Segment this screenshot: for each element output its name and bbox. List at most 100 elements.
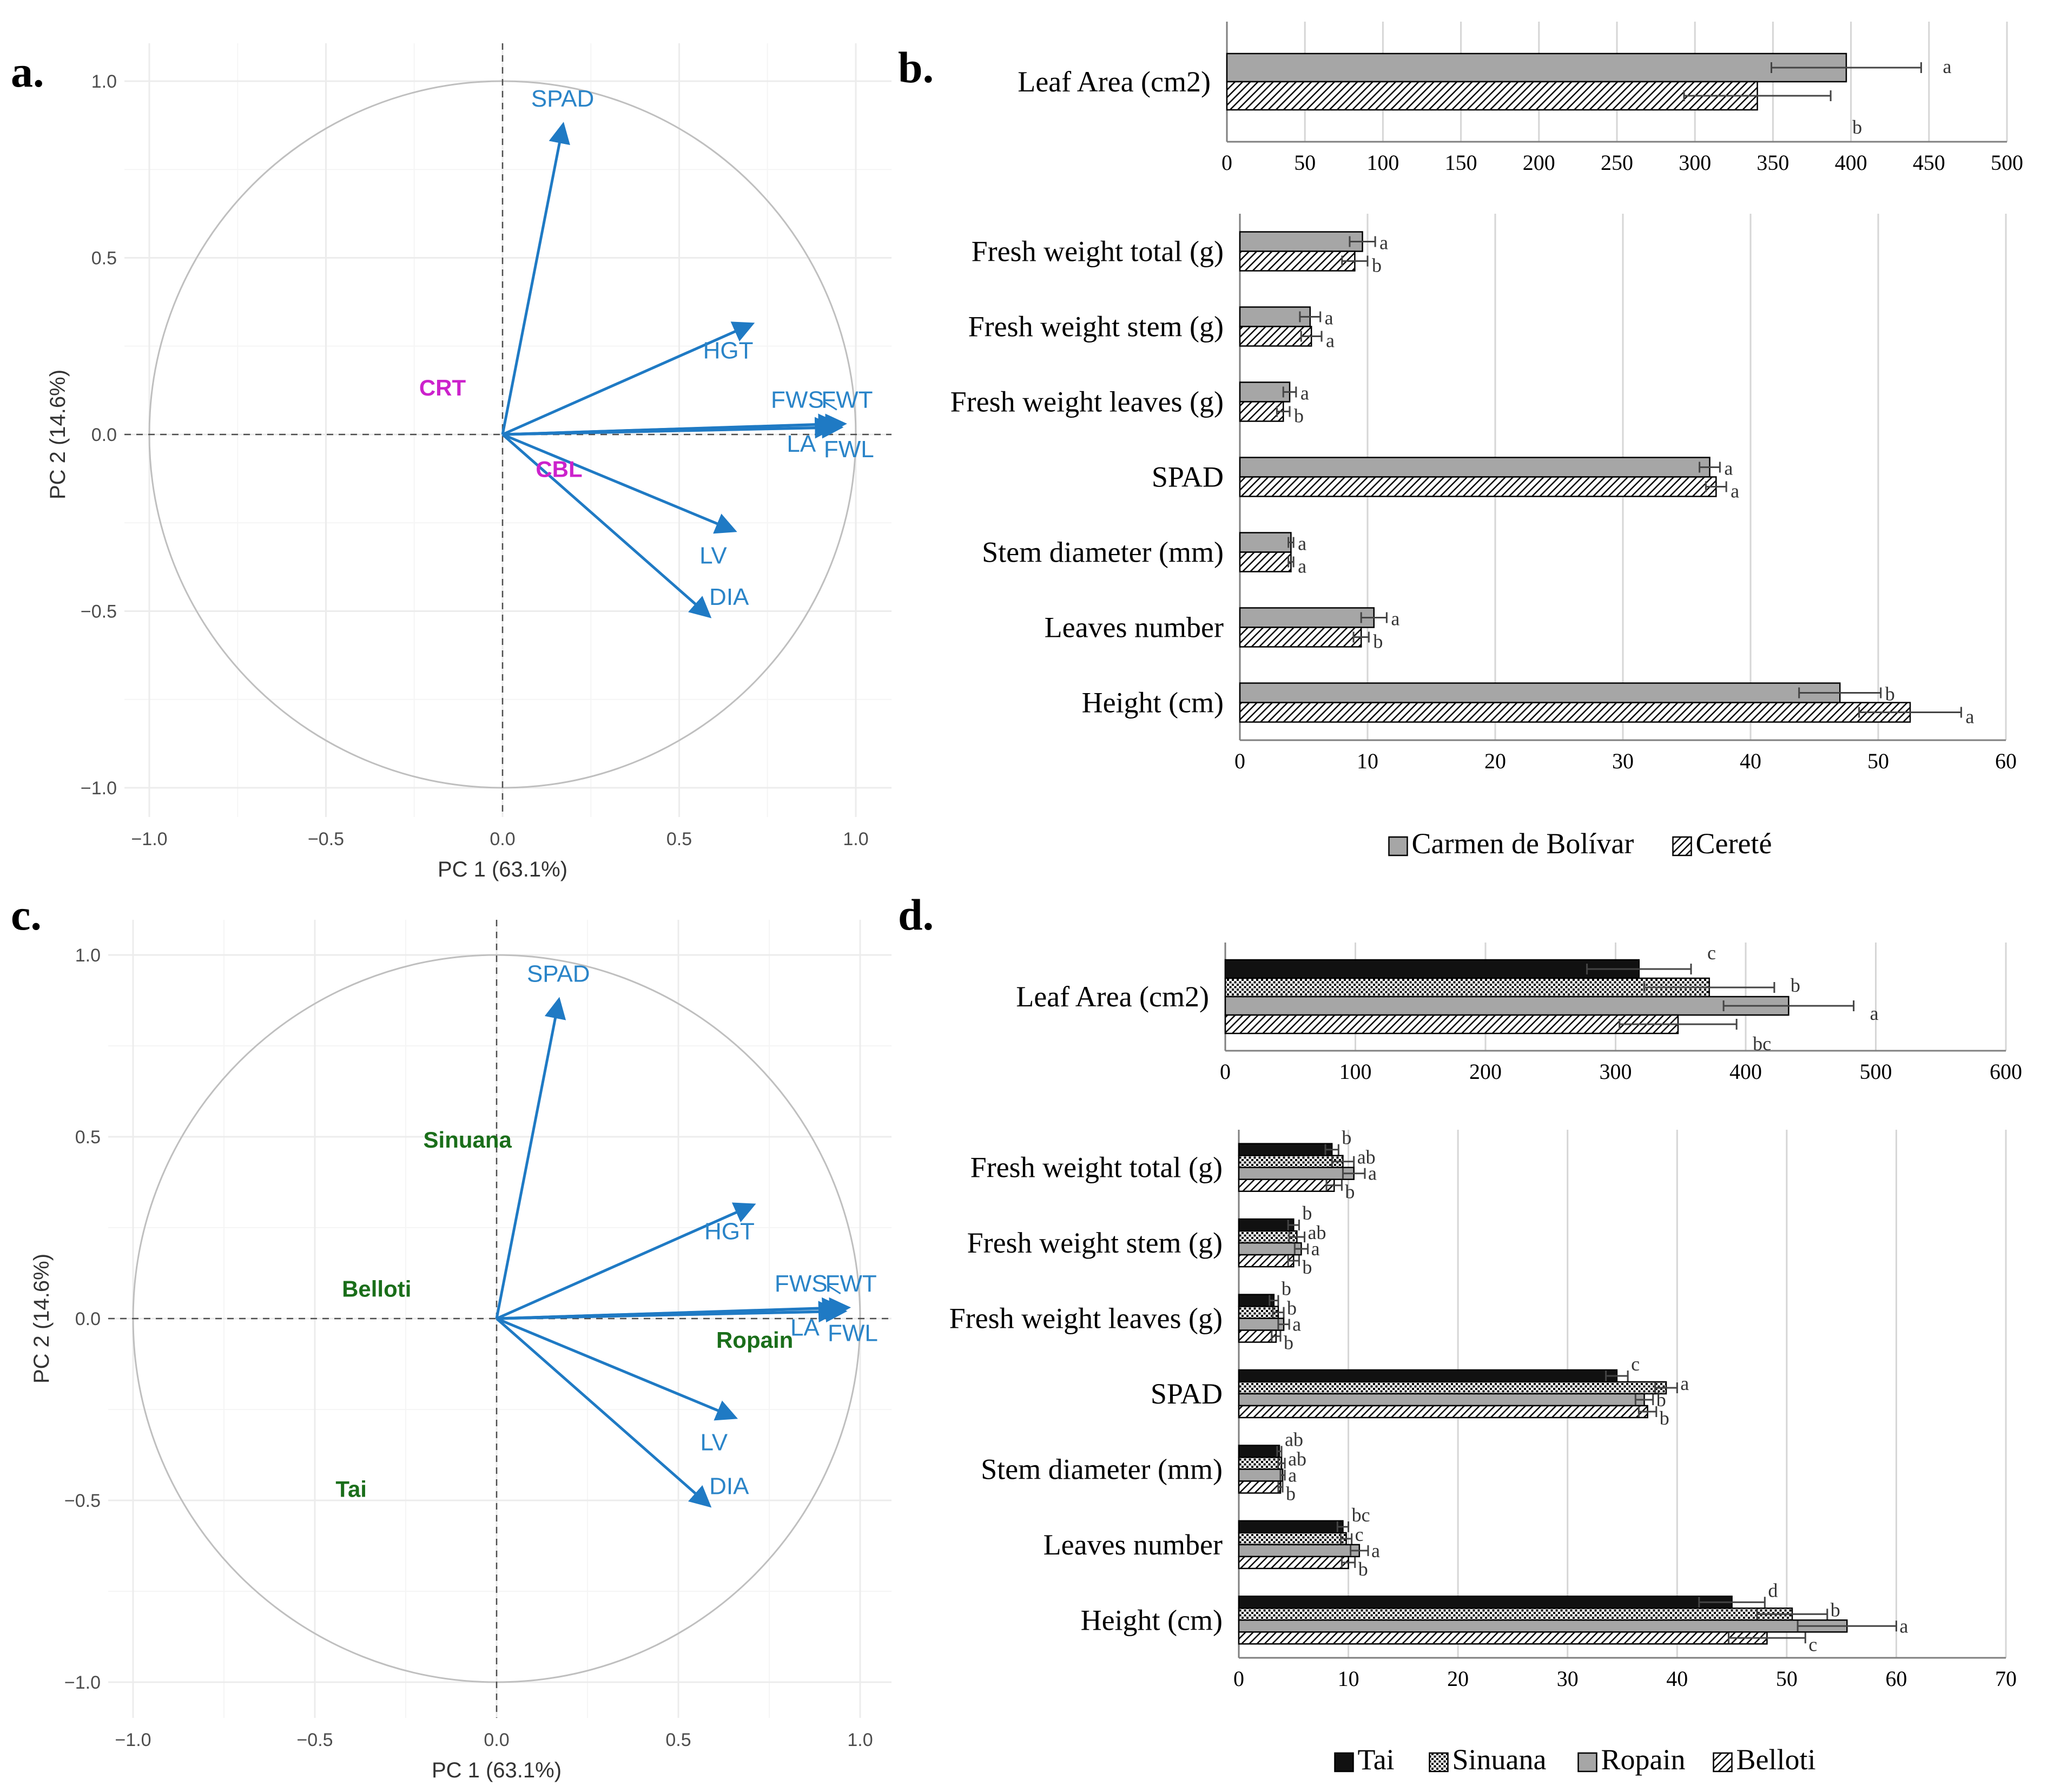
- significance-letter: b: [1302, 1202, 1312, 1224]
- x-tick-label: 50: [1776, 1666, 1798, 1691]
- bar-carmen-de-bol-var: [1239, 682, 1841, 703]
- loading-arrow-lv: [496, 1317, 738, 1421]
- bar-belloti: [1238, 1178, 1335, 1192]
- y-tick-label: 1.0: [75, 945, 101, 966]
- significance-letter: b: [1286, 1483, 1296, 1504]
- category-label: Fresh weight stem (g): [968, 311, 1224, 343]
- bar-ceret-: [1239, 476, 1717, 497]
- group-label-belloti: Belloti: [342, 1276, 411, 1302]
- bar-belloti: [1238, 1480, 1282, 1494]
- bar-ceret-: [1239, 251, 1356, 272]
- significance-letter: b: [1656, 1389, 1666, 1411]
- loading-arrow-fwl: [496, 1301, 848, 1323]
- category-label: Leaves number: [1045, 611, 1224, 644]
- x-tick-label: 250: [1601, 150, 1633, 175]
- significance-letter: a: [1965, 706, 1974, 728]
- y-tick-label: −1.0: [64, 1672, 101, 1693]
- error-bar: [1293, 1243, 1309, 1255]
- x-tick-label: 70: [1995, 1666, 2017, 1691]
- legend-swatch: [1713, 1752, 1733, 1773]
- bar-ceret-: [1239, 627, 1362, 648]
- pca-biplot-locations: −1.0 −0.5 0.0 0.5 1.0 1.0 0.5 0.0 −0.5 −1.0 PC 1 (…: [46, 43, 892, 881]
- error-bar: [1288, 1231, 1306, 1243]
- label-connector: [824, 401, 837, 411]
- error-bar: [1341, 1557, 1356, 1568]
- variable-label-dia: DIA: [709, 584, 749, 610]
- x-tick-label: 300: [1600, 1059, 1632, 1084]
- bar-tai: [1238, 1218, 1295, 1232]
- error-bar: [1272, 1307, 1285, 1318]
- category-label: Fresh weight total (g): [972, 235, 1224, 268]
- bar-ropain: [1238, 1544, 1361, 1558]
- significance-letter: ab: [1285, 1428, 1303, 1450]
- loading-arrow-fwl: [502, 417, 844, 439]
- variable-label-spad: SPAD: [531, 85, 595, 112]
- variable-label-hgt: HGT: [704, 1218, 755, 1245]
- x-tick-label: 200: [1523, 150, 1555, 175]
- variable-label-fws: FWS: [775, 1270, 828, 1297]
- error-bar: [1798, 687, 1882, 699]
- legend-swatch: [1388, 836, 1408, 857]
- bar-ceret-: [1239, 401, 1284, 422]
- significance-letter: a: [1368, 1163, 1377, 1184]
- category-label: SPAD: [1151, 1378, 1223, 1410]
- x-tick-label: 0.5: [666, 829, 692, 849]
- significance-letter: a: [1298, 533, 1306, 555]
- x-tick-label: 50: [1867, 749, 1889, 773]
- significance-letter: a: [1379, 232, 1388, 254]
- variable-label-la: LA: [790, 1315, 820, 1341]
- category-label: Stem diameter (mm): [982, 536, 1224, 569]
- significance-letter: b: [1302, 1256, 1312, 1278]
- x-tick-label: 1.0: [843, 829, 868, 849]
- loading-arrow-dia: [501, 433, 712, 618]
- significance-letter: bc: [1352, 1504, 1370, 1526]
- significance-letter: b: [1660, 1407, 1669, 1429]
- error-bar: [1654, 1382, 1678, 1393]
- significance-letter: a: [1899, 1615, 1908, 1637]
- legend-label: Cereté: [1696, 827, 1772, 860]
- group-label-cbl: CBL: [536, 456, 582, 482]
- significance-letter: b: [1791, 974, 1800, 996]
- x-tick-label: 20: [1447, 1666, 1469, 1691]
- error-bar: [1349, 236, 1376, 247]
- legend-label: Tai: [1358, 1743, 1395, 1776]
- significance-letter: b: [1885, 683, 1895, 705]
- y-tick-label: 0.5: [75, 1127, 101, 1148]
- significance-letter: b: [1345, 1181, 1355, 1203]
- category-label: Fresh weight leaves (g): [950, 386, 1224, 418]
- x-tick-label: −0.5: [296, 1730, 333, 1750]
- variable-label-la: LA: [787, 431, 816, 457]
- x-tick-label: 30: [1612, 749, 1634, 773]
- x-tick-label: 50: [1294, 150, 1316, 175]
- bar-ropain: [1238, 1393, 1645, 1407]
- bar-belloti: [1238, 1405, 1648, 1419]
- significance-letter: bc: [1753, 1033, 1771, 1055]
- loading-arrow-dia: [496, 1317, 712, 1508]
- significance-letter: c: [1631, 1353, 1640, 1375]
- error-bar: [1698, 1597, 1766, 1608]
- significance-letter: a: [1731, 480, 1739, 502]
- x-tick-label: −1.0: [115, 1730, 151, 1750]
- bar-tai: [1238, 1143, 1333, 1156]
- x-tick-label: 600: [1990, 1059, 2022, 1084]
- significance-letter: a: [1326, 330, 1335, 352]
- x-tick-label: 500: [1860, 1059, 1892, 1084]
- x-tick-label: 20: [1484, 749, 1506, 773]
- x-tick-label: 30: [1557, 1666, 1579, 1691]
- error-bar: [1858, 707, 1962, 718]
- significance-letter: a: [1288, 1464, 1297, 1486]
- error-bar: [1771, 62, 1922, 73]
- x-tick-label: 400: [1729, 1059, 1762, 1084]
- legend-swatch: [1672, 836, 1692, 857]
- error-bar: [1276, 1446, 1283, 1457]
- error-bar: [1277, 1458, 1286, 1469]
- y-tick-label: 0.5: [91, 248, 117, 269]
- bar-belloti: [1238, 1631, 1768, 1645]
- x-tick-label: 0.5: [665, 1730, 691, 1750]
- variable-label-dia: DIA: [709, 1473, 749, 1500]
- legend-swatch: [1334, 1752, 1354, 1773]
- significance-letter: b: [1373, 631, 1383, 653]
- error-bar: [1699, 462, 1721, 473]
- variable-label-fwl: FWL: [824, 436, 874, 463]
